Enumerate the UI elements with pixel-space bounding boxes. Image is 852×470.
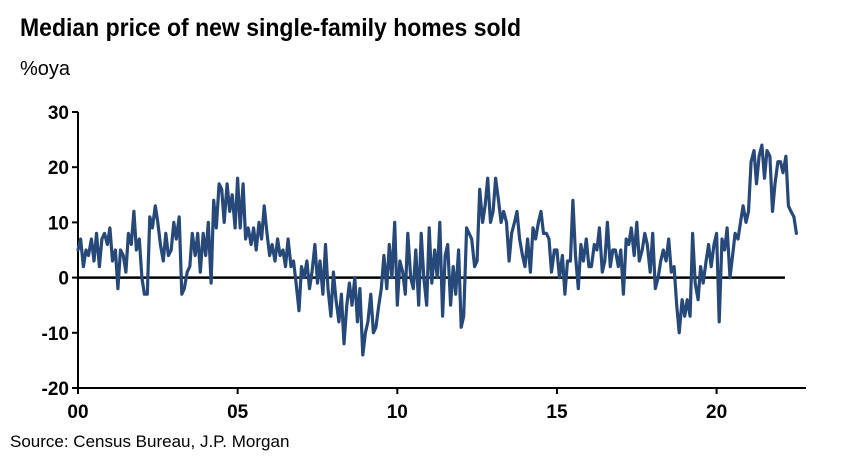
chart-title: Median price of new single-family homes … (20, 14, 521, 42)
x-tick-label: 20 (706, 402, 727, 423)
y-tick-label: 20 (48, 158, 69, 179)
y-tick-label: 10 (48, 213, 69, 234)
y-tick-label: -10 (42, 324, 69, 345)
plot-area (76, 143, 798, 357)
y-tick-label: 0 (58, 269, 69, 290)
x-tick-label: 15 (546, 402, 568, 423)
chart-subtitle: %oya (20, 58, 71, 80)
y-tick-label: 30 (48, 103, 69, 124)
x-tick-label: 00 (67, 402, 88, 423)
x-tick-label: 05 (227, 402, 249, 423)
series-line (76, 143, 798, 357)
source-note: Source: Census Bureau, J.P. Morgan (10, 432, 290, 451)
x-tick-label: 10 (387, 402, 408, 423)
y-tick-label: -20 (42, 379, 69, 400)
